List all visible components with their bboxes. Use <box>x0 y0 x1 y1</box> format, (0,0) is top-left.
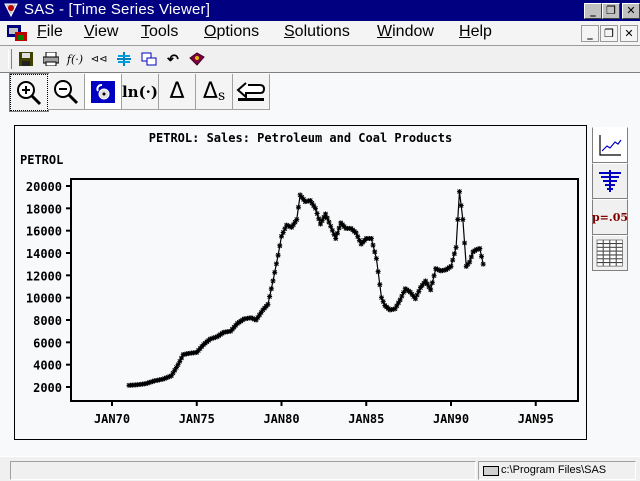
undo-transform-button[interactable] <box>233 74 270 110</box>
menu-tools[interactable]: Tools <box>141 23 178 41</box>
menu-tools-accel: T <box>141 23 149 40</box>
menu-options-accel: O <box>204 23 217 40</box>
y-tick-label: 18000 <box>26 202 62 216</box>
zoom-in-button[interactable] <box>9 73 49 112</box>
y-tick-label: 16000 <box>26 225 62 239</box>
windows-button[interactable] <box>140 51 158 67</box>
title-bar: SAS - [Time Series Viewer] _ ❐ ✕ <box>0 0 640 21</box>
menu-file-accel: F <box>37 23 47 40</box>
data-table-button[interactable] <box>592 235 628 271</box>
y-axis-label: PETROL <box>20 153 64 167</box>
toolbar-grip[interactable] <box>8 49 12 69</box>
y-tick-label: 10000 <box>26 292 62 306</box>
series-plot[interactable]: 2000 4000 6000 8000 10000 12000 14000 16000 1800… <box>15 126 586 439</box>
sas-app-icon[interactable] <box>3 2 19 18</box>
window-close-button[interactable]: ✕ <box>622 3 640 19</box>
table-icon <box>596 239 623 267</box>
menu-options[interactable]: Options <box>204 23 259 41</box>
chart-title: PETROL: Sales: Petroleum and Coal Produc… <box>148 131 453 145</box>
status-bar: c:\Program Files\SAS <box>0 456 640 481</box>
window-minimize-button[interactable]: _ <box>584 3 602 19</box>
difference-button[interactable]: Δ <box>159 74 196 110</box>
menu-help[interactable]: Help <box>459 23 492 41</box>
status-message <box>10 461 476 480</box>
seasonal-delta-label: Δ <box>202 79 218 104</box>
seasonal-sub-label: s <box>217 87 226 104</box>
x-tick-label: JAN75 <box>179 412 215 426</box>
chart-panel: PETROL: Sales: Petroleum and Coal Produc… <box>14 125 587 440</box>
drive-icon <box>483 466 499 476</box>
print-icon <box>43 52 59 66</box>
print-button[interactable] <box>42 51 60 67</box>
view-sidebar: p=.05 <box>592 127 628 271</box>
status-path-pane: c:\Program Files\SAS <box>478 461 636 480</box>
y-tick-label: 2000 <box>33 381 62 395</box>
return-arrow-icon <box>236 81 266 101</box>
white-noise-button[interactable]: p=.05 <box>592 199 628 235</box>
menu-view[interactable]: View <box>84 23 118 41</box>
document-icon[interactable] <box>6 24 28 42</box>
zoom-out-button[interactable] <box>48 74 85 110</box>
menu-tools-label: ools <box>149 23 179 40</box>
y-tick-label: 12000 <box>26 269 62 283</box>
plot-frame <box>70 178 579 402</box>
menu-help-label: elp <box>470 23 492 40</box>
save-icon <box>19 52 33 66</box>
rewind-button[interactable]: ⊲⊲ <box>90 53 108 65</box>
menu-view-label: iew <box>94 23 119 40</box>
menu-view-accel: V <box>84 23 95 40</box>
menu-options-label: ptions <box>216 23 260 40</box>
menu-bar: File View Tools Options Solutions Window… <box>0 21 640 46</box>
x-tick-label: JAN90 <box>433 412 469 426</box>
menu-window-accel: W <box>377 23 393 40</box>
standard-toolbar: f(·) ⊲⊲ ↶ <box>0 46 640 73</box>
y-tick-label: 4000 <box>33 359 62 373</box>
zoom-out-icon <box>54 79 79 104</box>
help-book-button[interactable] <box>188 51 206 67</box>
y-tick-label: 14000 <box>26 247 62 261</box>
x-tick-label: JAN85 <box>348 412 384 426</box>
doc-close-button[interactable]: ✕ <box>620 25 638 42</box>
x-tick-label: JAN70 <box>94 412 130 426</box>
split-icon <box>117 52 131 66</box>
x-tick-label: JAN80 <box>263 412 299 426</box>
series-markers <box>126 189 486 388</box>
current-directory[interactable]: c:\Program Files\SAS <box>501 464 607 476</box>
series-plot-button[interactable] <box>592 127 628 163</box>
x-tick-label: JAN95 <box>518 412 554 426</box>
save-button[interactable] <box>17 51 35 67</box>
window-title: SAS - [Time Series Viewer] <box>24 1 211 18</box>
line-chart-icon <box>599 135 622 156</box>
y-tick-label: 20000 <box>26 180 62 194</box>
menu-solutions-label: olutions <box>294 23 350 40</box>
undo-button[interactable]: ↶ <box>167 50 179 67</box>
window-restore-button[interactable]: ❐ <box>602 3 620 19</box>
menu-solutions-accel: S <box>284 23 295 40</box>
menu-file[interactable]: File <box>37 23 63 41</box>
doc-minimize-button[interactable]: _ <box>581 25 599 42</box>
doc-restore-button[interactable]: ❐ <box>600 25 618 42</box>
y-tick-label: 8000 <box>33 314 62 328</box>
link-button[interactable] <box>85 74 122 110</box>
help-book-icon <box>189 52 205 66</box>
log-transform-button[interactable]: ln(·) <box>122 74 159 110</box>
split-button[interactable] <box>115 51 133 67</box>
bar-funnel-icon <box>599 170 621 192</box>
menu-window[interactable]: Window <box>377 23 434 41</box>
menu-help-accel: H <box>459 23 471 40</box>
menu-window-label: indow <box>392 23 434 40</box>
function-button[interactable]: f(·) <box>66 52 84 66</box>
menu-solutions[interactable]: Solutions <box>284 23 350 41</box>
zoom-in-icon <box>17 80 42 105</box>
windows-icon <box>141 52 157 66</box>
menu-file-label: ile <box>46 23 63 40</box>
lock-icon <box>91 80 115 103</box>
autocorrelations-button[interactable] <box>592 163 628 199</box>
y-tick-label: 6000 <box>33 336 62 350</box>
